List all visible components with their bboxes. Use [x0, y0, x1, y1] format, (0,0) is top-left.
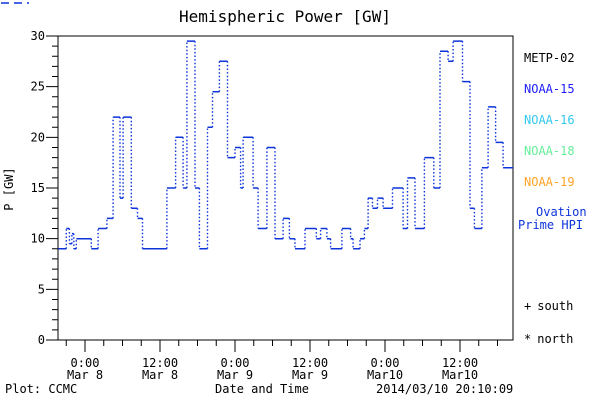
plot-box: [57, 35, 514, 341]
legend-south-marker: + south: [524, 299, 573, 313]
legend-item-noaa-19: NOAA-19: [524, 175, 575, 189]
y-tick-label: 15: [31, 181, 45, 195]
y-tick-label: 25: [31, 80, 45, 94]
legend-ovation-line1: Ovation: [536, 205, 587, 219]
x-tick-date-label: Mar10: [442, 368, 478, 382]
y-tick-label: 10: [31, 232, 45, 246]
x-tick-time-label: 0:00: [221, 356, 250, 370]
legend-ovation-line2: Prime HPI: [518, 218, 584, 232]
y-tick-label: 5: [38, 282, 45, 296]
legend-item-noaa-15: NOAA-15: [524, 82, 575, 96]
x-tick-date-label: Mar 8: [142, 368, 178, 382]
legend-north-marker: * north: [524, 332, 573, 346]
x-tick-time-label: 0:00: [371, 356, 400, 370]
plus-icon: +: [524, 299, 532, 313]
north-label: north: [537, 332, 574, 346]
hpi-curve-horizontal-steps: [58, 40, 514, 250]
y-tick-label: 0: [38, 333, 45, 347]
y-tick-label: 20: [31, 130, 45, 144]
x-tick-date-label: Mar 8: [67, 368, 103, 382]
legend-item-metp-02: METP-02: [524, 51, 575, 65]
south-label: south: [537, 299, 574, 313]
legend-item-noaa-18: NOAA-18: [524, 144, 575, 158]
x-tick-time-label: 0:00: [71, 356, 100, 370]
axis-ticks: [46, 35, 498, 352]
x-tick-time-label: 12:00: [292, 356, 328, 370]
x-axis-label: Date and Time: [215, 382, 309, 396]
legend-item-noaa-16: NOAA-16: [524, 113, 575, 127]
x-tick-date-label: Mar 9: [217, 368, 253, 382]
y-axis-label: P [GW]: [2, 167, 16, 211]
x-tick-time-label: 12:00: [142, 356, 178, 370]
x-tick-date-label: Mar10: [367, 368, 403, 382]
chart-title: Hemispheric Power [GW]: [179, 7, 391, 26]
plot-timestamp: 2014/03/10 20:10:09: [376, 382, 514, 396]
y-tick-label: 30: [31, 29, 45, 43]
ovation-line-sample-icon: [1, 2, 29, 4]
x-tick-time-label: 12:00: [442, 356, 478, 370]
plot-source-label: Plot: CCMC: [5, 382, 78, 396]
x-tick-date-label: Mar 9: [292, 368, 328, 382]
asterisk-icon: *: [524, 332, 532, 346]
hpi-curve-vertical-dotted: [65, 41, 504, 249]
